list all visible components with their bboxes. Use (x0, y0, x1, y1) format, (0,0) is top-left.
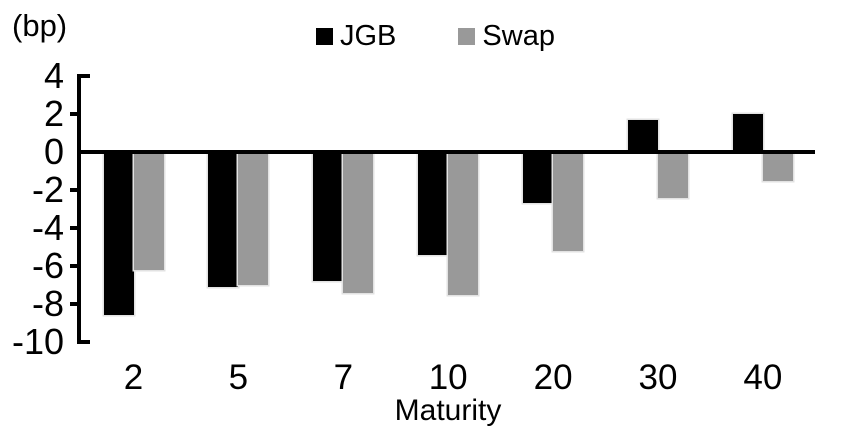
y-tick-label-0: 0 (43, 131, 64, 172)
bar-swap-2 (133, 152, 164, 270)
bar-swap-30 (658, 152, 688, 198)
y-tick-mark--6 (70, 264, 79, 268)
bar-swap-20 (553, 152, 584, 251)
bar-swap-5 (238, 152, 269, 285)
bar-jgb-7 (313, 152, 344, 282)
legend: JGB Swap (316, 22, 555, 51)
bar-jgb-40 (732, 114, 763, 152)
legend-label-swap: Swap (482, 20, 555, 52)
bar-swap-40 (762, 152, 793, 181)
bar-jgb-20 (523, 152, 554, 204)
y-axis-line (77, 74, 81, 344)
x-tick-label-10: 10 (428, 358, 468, 397)
legend-item-jgb: JGB (316, 22, 396, 51)
y-axis-unit-label: (bp) (12, 8, 68, 43)
x-tick-label-2: 2 (123, 358, 144, 397)
y-tick-label--2: -2 (31, 169, 64, 210)
bar-swap-10 (448, 152, 479, 295)
bar-jgb-10 (418, 152, 449, 255)
x-tick-label-20: 20 (533, 358, 573, 397)
y-tick-mark--10 (79, 340, 90, 344)
x-tick-label-5: 5 (228, 358, 249, 397)
legend-swatch-jgb (316, 28, 333, 45)
y-tick-label--4: -4 (31, 207, 64, 248)
y-tick-mark--2 (70, 188, 79, 192)
x-axis-title: Maturity (394, 394, 502, 427)
legend-swatch-swap (458, 28, 476, 45)
bar-jgb-30 (628, 119, 658, 152)
y-tick-label--6: -6 (31, 245, 64, 286)
x-tick-label-7: 7 (333, 358, 354, 397)
y-tick-mark-4 (79, 74, 90, 78)
y-tick-mark--8 (70, 302, 79, 306)
y-tick-mark--4 (70, 226, 79, 230)
bar-jgb-5 (208, 152, 239, 287)
legend-label-jgb: JGB (340, 20, 397, 52)
y-tick-label-2: 2 (43, 93, 64, 134)
x-axis-zero-line (77, 150, 815, 154)
y-tick-label--8: -8 (31, 283, 64, 324)
y-tick-label--10: -10 (11, 321, 64, 362)
x-tick-label-30: 30 (638, 358, 678, 397)
bar-swap-7 (343, 152, 374, 293)
bar-jgb-2 (103, 152, 134, 316)
legend-item-swap: Swap (458, 22, 555, 51)
y-tick-label-4: 4 (43, 55, 64, 96)
y-tick-mark-2 (70, 112, 79, 116)
x-tick-label-40: 40 (743, 358, 783, 397)
